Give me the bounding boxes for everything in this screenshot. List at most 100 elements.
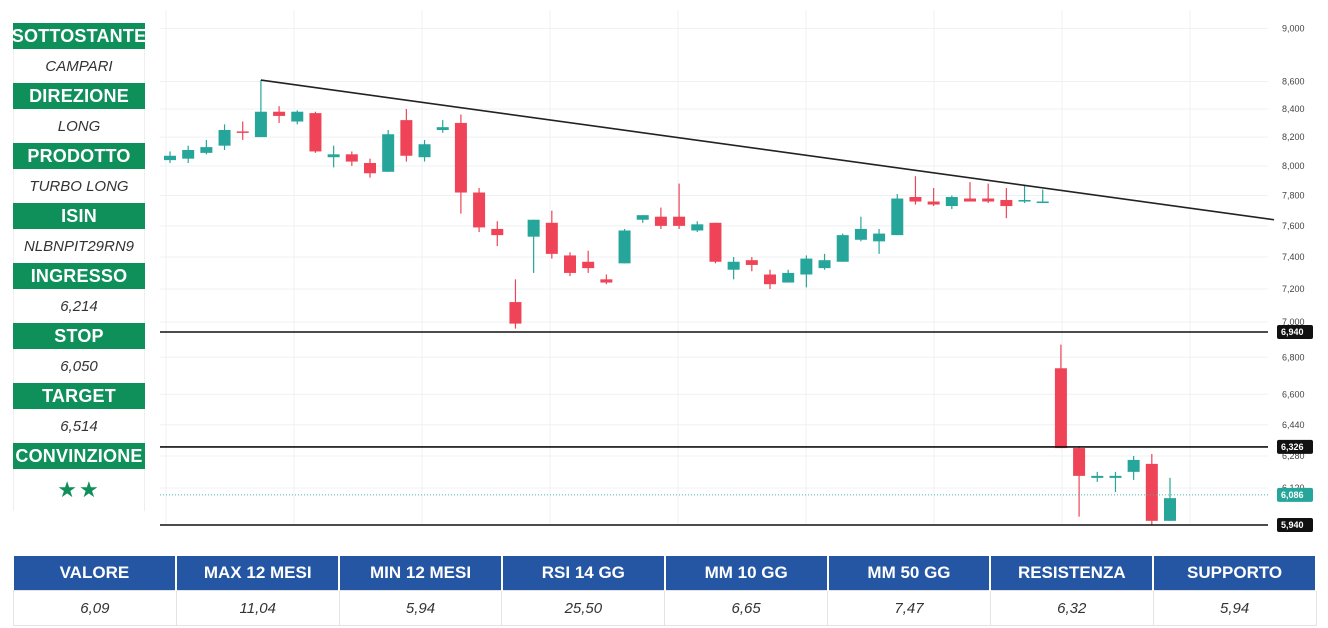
label-sottostante: SOTTOSTANTE <box>12 23 146 49</box>
candle-body <box>836 235 849 262</box>
y-tick-label: 7,800 <box>1282 191 1305 201</box>
label-convinzione: CONVINZIONE <box>13 443 145 469</box>
candle-body <box>982 198 995 202</box>
candle-body <box>636 215 649 220</box>
candle-body <box>691 224 704 231</box>
label-target: TARGET <box>13 383 145 409</box>
candle-body <box>727 261 740 270</box>
candle-body <box>1000 200 1013 207</box>
candle-body <box>327 154 340 158</box>
y-tick-label: 6,600 <box>1282 389 1305 399</box>
price-tag <box>1277 487 1313 502</box>
value-sottostante: CAMPARI <box>13 49 145 83</box>
candle-body <box>764 274 776 285</box>
label-ingresso: INGRESSO <box>13 263 145 289</box>
stats-value-cell: 6,65 <box>664 590 829 626</box>
candlestick-chart-svg: 9,000 8,600 8,400 8,200 8,000 7,800 7,600 7,400… <box>160 10 1313 532</box>
candle-body <box>564 255 576 273</box>
stats-table: VALORE MAX 12 MESI MIN 12 MESI RSI 14 GG MM … <box>13 556 1317 626</box>
label-stop: STOP <box>13 323 145 349</box>
candle-body <box>945 197 958 207</box>
candle-body <box>527 219 540 237</box>
price-tag-label: 6,326 <box>1281 442 1304 452</box>
candle-body <box>909 197 922 202</box>
y-tick-label: 7,600 <box>1282 221 1305 231</box>
stats-header-cell: RSI 14 GG <box>501 556 666 591</box>
candle-body <box>345 154 358 162</box>
candle-body <box>273 111 286 116</box>
label-isin: ISIN <box>13 203 145 229</box>
candle-body <box>382 134 395 172</box>
y-tick-label: 8,000 <box>1282 161 1305 171</box>
candle-body <box>400 120 413 156</box>
stats-value-cell: 7,47 <box>827 590 991 626</box>
stats-value-cell: 5,94 <box>1152 590 1317 626</box>
conviction-stars: ★★ <box>13 469 145 511</box>
candle-body <box>1073 448 1086 476</box>
candle-body <box>473 192 486 228</box>
y-tick-label: 9,000 <box>1282 23 1305 33</box>
y-tick-label: 6,800 <box>1282 352 1305 362</box>
stats-value-row: 6,09 11,04 5,94 25,50 6,65 7,47 6,32 5,94 <box>13 590 1317 626</box>
y-tick-label: 8,400 <box>1282 104 1305 114</box>
candle-body <box>509 302 522 324</box>
candle-body <box>891 198 904 236</box>
price-tag-label: 5,940 <box>1281 520 1304 530</box>
candle-body <box>1109 475 1122 478</box>
candle-body <box>1127 459 1140 472</box>
stats-value-cell: 11,04 <box>175 590 340 626</box>
candle-body <box>1036 201 1049 204</box>
stats-header-cell: MM 50 GG <box>827 556 992 591</box>
candle-body <box>818 260 831 269</box>
y-tick-label: 8,200 <box>1282 132 1305 142</box>
candle-body <box>709 222 722 262</box>
stats-value-cell: 6,09 <box>13 590 177 626</box>
candle-body <box>673 216 686 226</box>
y-tick-label: 7,000 <box>1282 317 1305 327</box>
resistance-trendline <box>260 79 1275 221</box>
price-tag <box>1277 439 1313 454</box>
value-ingresso: 6,214 <box>13 289 145 323</box>
candle-body <box>1054 368 1067 449</box>
candle-body <box>745 260 758 265</box>
y-tick-label: 6,440 <box>1282 420 1305 430</box>
candle-body <box>654 216 667 226</box>
price-tag <box>1277 325 1313 339</box>
candle-body <box>309 113 322 152</box>
candle-body <box>254 111 267 138</box>
price-tag-label: 6,086 <box>1281 490 1304 500</box>
candle-body <box>618 230 631 264</box>
stats-header-cell: MM 10 GG <box>664 556 829 591</box>
price-tag-label: 6,940 <box>1281 327 1304 337</box>
candle-body <box>218 129 231 146</box>
price-chart: 9,000 8,600 8,400 8,200 8,000 7,800 7,600 7,400… <box>160 10 1328 535</box>
candle-body <box>164 155 176 161</box>
stats-header-cell: MAX 12 MESI <box>176 556 341 591</box>
candle-body <box>236 131 249 133</box>
y-tick-label: 6,280 <box>1282 451 1305 461</box>
value-stop: 6,050 <box>13 349 145 383</box>
stats-header-cell: VALORE <box>13 556 178 591</box>
label-direzione: DIREZIONE <box>13 83 145 109</box>
stats-header-cell: SUPPORTO <box>1153 556 1317 591</box>
value-prodotto: TURBO LONG <box>13 169 145 203</box>
candle-body <box>291 111 304 122</box>
candle-body <box>854 228 867 240</box>
candle-body <box>800 258 813 275</box>
candle-body <box>873 233 886 242</box>
stats-value-cell: 5,94 <box>338 590 503 626</box>
candle-body <box>454 122 467 193</box>
price-tag <box>1277 518 1313 532</box>
y-tick-label: 8,600 <box>1282 76 1305 86</box>
candle-body <box>582 261 595 269</box>
stats-header-row: VALORE MAX 12 MESI MIN 12 MESI RSI 14 GG MM … <box>13 556 1317 591</box>
candle-body <box>436 127 449 130</box>
trade-info-panel: SOTTOSTANTE CAMPARI DIREZIONE LONG PRODOTTO T… <box>12 23 146 511</box>
candle-body <box>182 149 195 159</box>
value-direzione: LONG <box>13 109 145 143</box>
label-prodotto: PRODOTTO <box>13 143 145 169</box>
candle-body <box>545 222 558 254</box>
y-tick-label: 7,200 <box>1282 284 1305 294</box>
candle-body <box>782 272 795 283</box>
candle-body <box>1091 475 1104 478</box>
